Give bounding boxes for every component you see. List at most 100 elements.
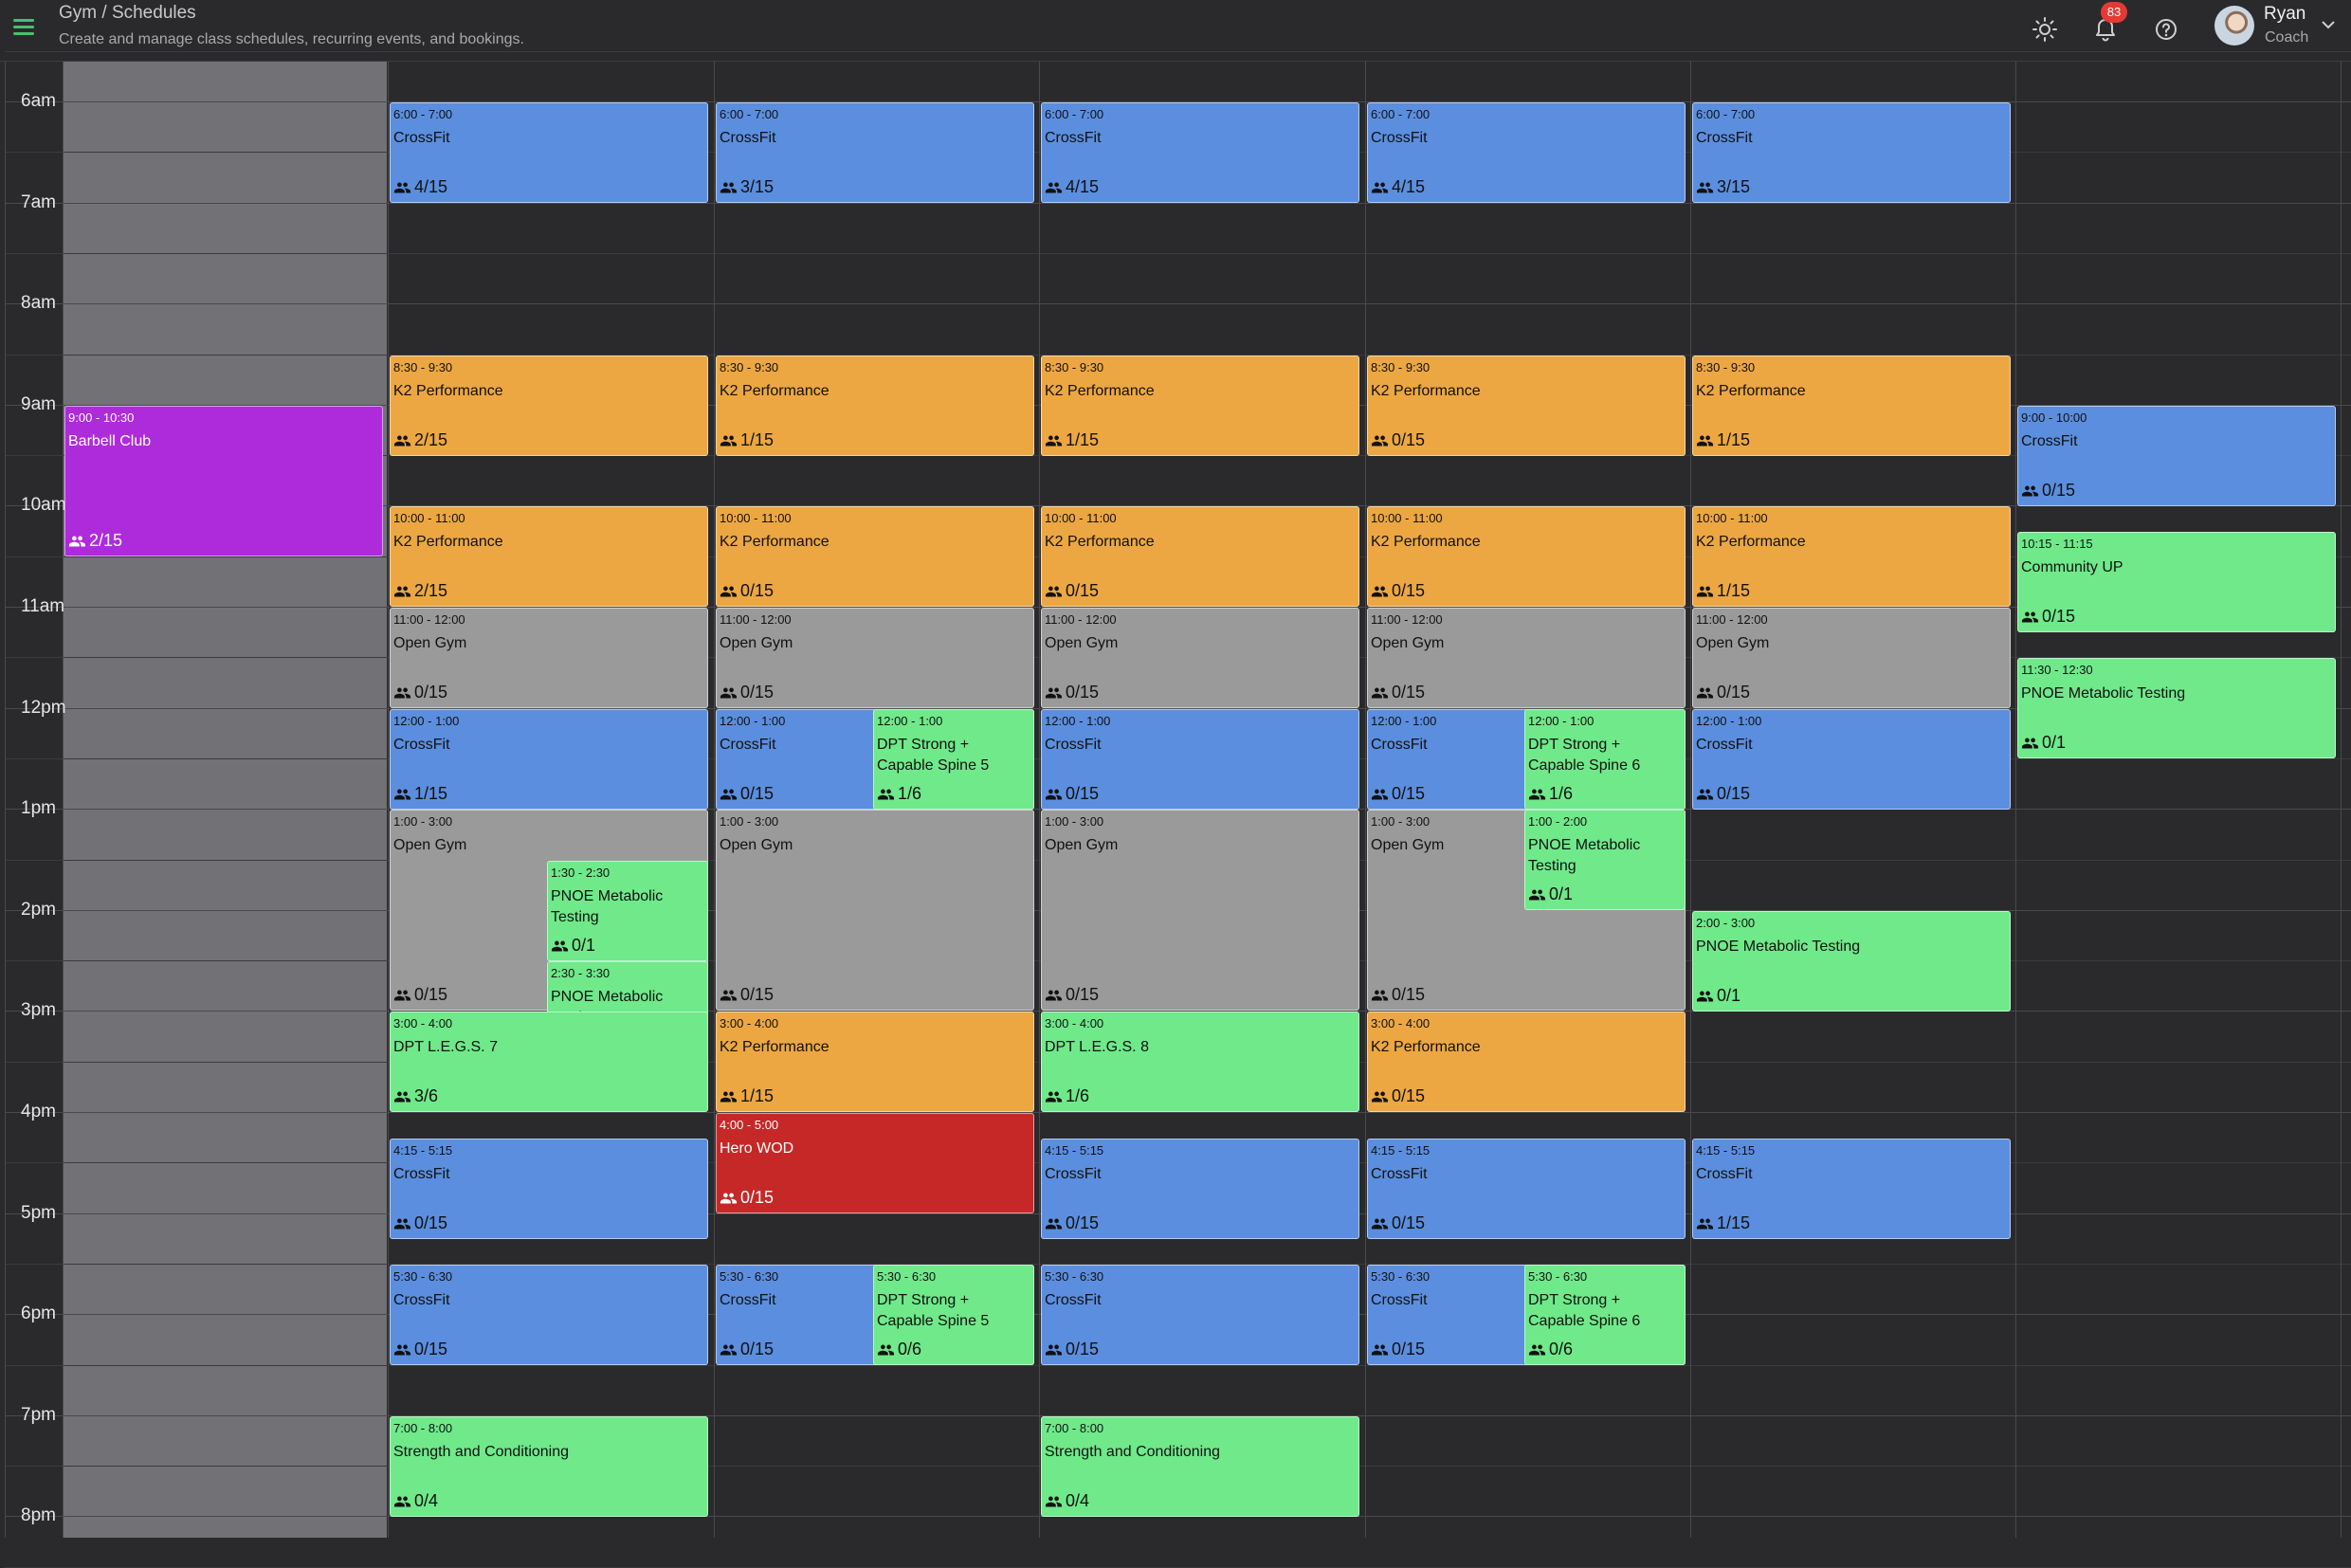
event-name: Open Gym: [1371, 837, 1445, 853]
event-card[interactable]: 10:00 - 11:00 K2 Performance 0/15: [1041, 506, 1359, 607]
attendance-count: 1/15: [1066, 430, 1100, 449]
event-card[interactable]: 4:15 - 5:15 CrossFit 0/15: [390, 1139, 708, 1239]
event-card[interactable]: 3:00 - 4:00 DPT L.E.G.S. 7 3/6: [390, 1012, 708, 1112]
people-icon: [1696, 181, 1717, 194]
event-card[interactable]: 9:00 - 10:30 Barbell Club 2/15: [64, 406, 383, 556]
time-label: 8pm: [21, 1505, 56, 1525]
event-card[interactable]: 8:30 - 9:30 K2 Performance 1/15: [1041, 356, 1359, 456]
event-card[interactable]: 11:00 - 12:00 Open Gym 0/15: [1367, 608, 1686, 708]
event-attendance: 0/15: [2021, 481, 2075, 501]
event-attendance: 0/15: [720, 581, 774, 601]
event-card[interactable]: 12:00 - 1:00 CrossFit 1/15: [390, 709, 708, 810]
event-card[interactable]: 6:00 - 7:00 CrossFit 4/15: [1041, 102, 1359, 203]
event-card[interactable]: 7:00 - 8:00 Strength and Conditioning 0/4: [390, 1416, 708, 1517]
event-time: 10:00 - 11:00: [1371, 511, 1443, 525]
event-card[interactable]: 9:00 - 10:00 CrossFit 0/15: [2017, 406, 2336, 506]
event-card[interactable]: 12:00 - 1:00 CrossFit 0/15: [1692, 709, 2011, 810]
event-card[interactable]: 1:00 - 2:00 PNOE Metabolic Testing 0/1: [1524, 810, 1686, 910]
event-attendance: 1/15: [1696, 1213, 1750, 1233]
event-card[interactable]: 8:30 - 9:30 K2 Performance 1/15: [1692, 356, 2011, 456]
event-card[interactable]: 3:00 - 4:00 K2 Performance 1/15: [716, 1012, 1034, 1112]
event-card[interactable]: 6:00 - 7:00 CrossFit 3/15: [716, 102, 1034, 203]
column-divider: [388, 62, 389, 1538]
event-attendance: 0/15: [1371, 683, 1425, 702]
event-card[interactable]: 4:00 - 5:00 Hero WOD 0/15: [716, 1113, 1034, 1213]
event-card[interactable]: 4:15 - 5:15 CrossFit 1/15: [1692, 1139, 2011, 1239]
breadcrumb[interactable]: Gym / Schedules: [59, 3, 196, 23]
time-label: 2pm: [21, 900, 56, 920]
event-card[interactable]: 12:00 - 1:00 DPT Strong + Capable Spine 6…: [1524, 709, 1686, 810]
top-bar: Gym / Schedules Create and manage class …: [0, 0, 2351, 62]
event-attendance: 0/15: [1045, 784, 1099, 804]
column-divider: [1365, 62, 1366, 1538]
event-card[interactable]: 3:00 - 4:00 K2 Performance 0/15: [1367, 1012, 1686, 1112]
event-card[interactable]: 8:30 - 9:30 K2 Performance 1/15: [716, 356, 1034, 456]
event-card[interactable]: 1:00 - 3:00 Open Gym 0/15: [716, 810, 1034, 1011]
event-card[interactable]: 6:00 - 7:00 CrossFit 4/15: [390, 102, 708, 203]
user-name[interactable]: Ryan: [2264, 4, 2306, 24]
event-card[interactable]: 11:00 - 12:00 Open Gym 0/15: [390, 608, 708, 708]
event-card[interactable]: 5:30 - 6:30 CrossFit 0/15: [1041, 1265, 1359, 1365]
event-card[interactable]: 11:30 - 12:30 PNOE Metabolic Testing 0/1: [2017, 658, 2336, 758]
attendance-count: 0/15: [1717, 683, 1751, 702]
event-attendance: 4/15: [1045, 177, 1099, 197]
attendance-count: 0/15: [740, 683, 775, 702]
time-label: 12pm: [21, 698, 66, 718]
event-card[interactable]: 10:00 - 11:00 K2 Performance 1/15: [1692, 506, 2011, 607]
avatar[interactable]: [2214, 6, 2254, 46]
event-card[interactable]: 11:00 - 12:00 Open Gym 0/15: [1041, 608, 1359, 708]
event-time: 1:00 - 3:00: [1371, 814, 1431, 829]
grid-line: [5, 51, 2351, 52]
event-attendance: 3/15: [1696, 177, 1750, 197]
chevron-down-icon[interactable]: [2319, 15, 2338, 34]
event-card[interactable]: 5:30 - 6:30 DPT Strong + Capable Spine 6 0…: [1524, 1265, 1686, 1365]
sun-icon[interactable]: [2028, 12, 2062, 46]
event-card[interactable]: 2:00 - 3:00 PNOE Metabolic Testing 0/1: [1692, 911, 2011, 1012]
event-name: K2 Performance: [720, 383, 829, 399]
event-card[interactable]: 12:00 - 1:00 DPT Strong + Capable Spine 5…: [873, 709, 1034, 810]
event-attendance: 1/15: [720, 1086, 774, 1106]
menu-icon[interactable]: [9, 13, 38, 42]
event-card[interactable]: 11:00 - 12:00 Open Gym 0/15: [1692, 608, 2011, 708]
attendance-count: 1/15: [414, 784, 448, 803]
event-attendance: 0/15: [720, 1340, 774, 1359]
people-icon: [720, 585, 740, 598]
help-icon[interactable]: [2149, 12, 2183, 46]
event-card[interactable]: 10:15 - 11:15 Community UP 0/15: [2017, 532, 2336, 632]
attendance-count: 0/15: [2042, 607, 2076, 626]
attendance-count: 0/1: [1549, 884, 1574, 903]
event-card[interactable]: 7:00 - 8:00 Strength and Conditioning 0/4: [1041, 1416, 1359, 1517]
event-card[interactable]: 12:00 - 1:00 CrossFit 0/15: [1041, 709, 1359, 810]
event-card[interactable]: 8:30 - 9:30 K2 Performance 2/15: [390, 356, 708, 456]
people-icon: [1371, 1343, 1392, 1357]
event-attendance: 0/15: [393, 683, 447, 702]
event-attendance: 0/15: [1045, 683, 1099, 702]
event-card[interactable]: 5:30 - 6:30 DPT Strong + Capable Spine 5 0…: [873, 1265, 1034, 1365]
event-card[interactable]: 10:00 - 11:00 K2 Performance 0/15: [716, 506, 1034, 607]
event-time: 4:15 - 5:15: [1696, 1143, 1756, 1158]
event-card[interactable]: 1:00 - 3:00 Open Gym 0/15: [1041, 810, 1359, 1011]
people-icon: [1371, 1217, 1392, 1231]
event-attendance: 0/15: [720, 985, 774, 1005]
event-card[interactable]: 6:00 - 7:00 CrossFit 4/15: [1367, 102, 1686, 203]
event-card[interactable]: 10:00 - 11:00 K2 Performance 0/15: [1367, 506, 1686, 607]
event-card[interactable]: 6:00 - 7:00 CrossFit 3/15: [1692, 102, 2011, 203]
event-card[interactable]: 4:15 - 5:15 CrossFit 0/15: [1041, 1139, 1359, 1239]
event-time: 8:30 - 9:30: [1696, 360, 1756, 374]
event-attendance: 3/6: [393, 1086, 438, 1106]
event-time: 3:00 - 4:00: [393, 1016, 453, 1030]
attendance-count: 3/6: [414, 1086, 439, 1105]
event-attendance: 0/15: [1371, 430, 1425, 450]
people-icon: [393, 1495, 414, 1508]
attendance-count: 0/15: [414, 683, 448, 702]
event-card[interactable]: 5:30 - 6:30 CrossFit 0/15: [390, 1265, 708, 1365]
event-card[interactable]: 4:15 - 5:15 CrossFit 0/15: [1367, 1139, 1686, 1239]
event-time: 1:00 - 3:00: [720, 814, 779, 829]
event-card[interactable]: 3:00 - 4:00 DPT L.E.G.S. 8 1/6: [1041, 1012, 1359, 1112]
event-attendance: 4/15: [393, 177, 447, 197]
event-attendance: 4/15: [1371, 177, 1425, 197]
event-card[interactable]: 11:00 - 12:00 Open Gym 0/15: [716, 608, 1034, 708]
event-card[interactable]: 10:00 - 11:00 K2 Performance 2/15: [390, 506, 708, 607]
event-card[interactable]: 8:30 - 9:30 K2 Performance 0/15: [1367, 356, 1686, 456]
event-card[interactable]: 1:30 - 2:30 PNOE Metabolic Testing 0/1: [547, 861, 708, 961]
